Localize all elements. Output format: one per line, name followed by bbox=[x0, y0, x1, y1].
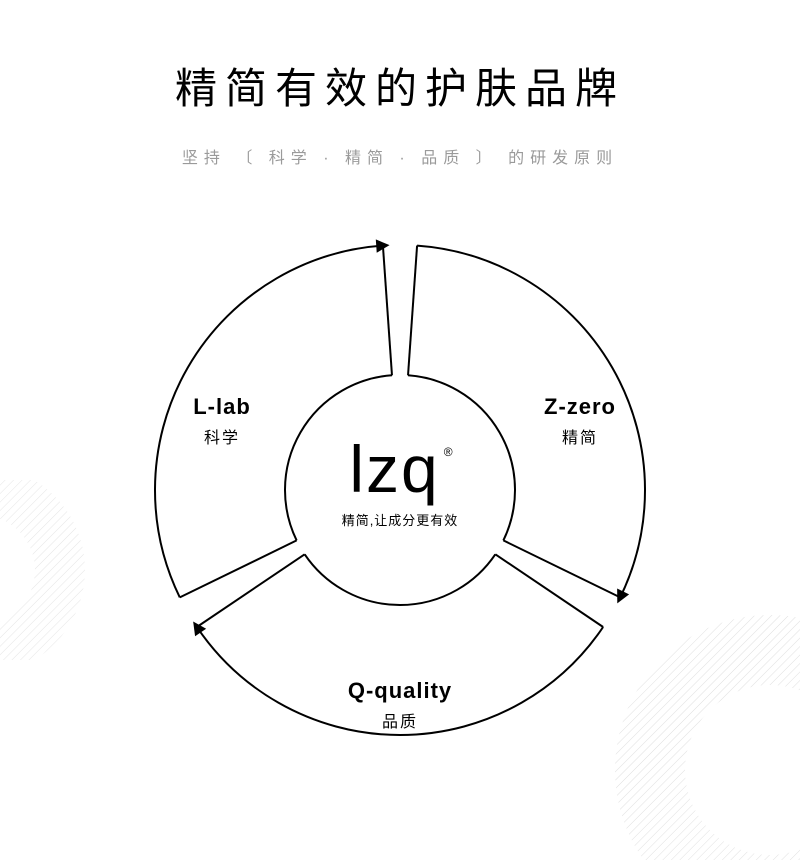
center-logo: lzq® 精简,让成分更有效 bbox=[342, 436, 459, 529]
segment-left-en: L-lab bbox=[152, 394, 292, 420]
logo-tagline: 精简,让成分更有效 bbox=[342, 510, 459, 529]
segment-bottom-en: Q-quality bbox=[310, 678, 490, 704]
segment-bottom-zh: 品质 bbox=[310, 708, 490, 732]
registered-mark: ® bbox=[444, 445, 455, 459]
segment-right-en: Z-zero bbox=[510, 394, 650, 420]
page-subtitle: 坚持 〔 科学 · 精简 · 品质 〕 的研发原则 bbox=[0, 144, 800, 168]
segment-label-left: L-lab 科学 bbox=[152, 394, 292, 448]
segment-label-bottom: Q-quality 品质 bbox=[310, 678, 490, 732]
page-title: 精简有效的护肤品牌 bbox=[0, 55, 800, 116]
header: 精简有效的护肤品牌 坚持 〔 科学 · 精简 · 品质 〕 的研发原则 bbox=[0, 0, 800, 168]
logo-letters: lzq bbox=[349, 432, 439, 506]
segment-right-zh: 精简 bbox=[510, 424, 650, 448]
segment-label-right: Z-zero 精简 bbox=[510, 394, 650, 448]
cycle-diagram: lzq® 精简,让成分更有效 L-lab 科学 Z-zero 精简 Q-qual… bbox=[120, 210, 680, 770]
logo-text: lzq® bbox=[342, 436, 459, 502]
segment-left-zh: 科学 bbox=[152, 424, 292, 448]
decor-hatch-left bbox=[0, 480, 100, 660]
